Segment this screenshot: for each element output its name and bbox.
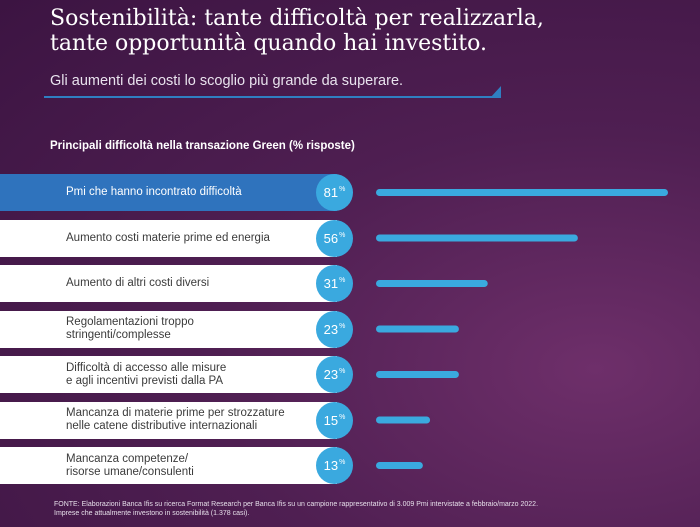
- category-label: Aumento di altri costi diversi: [66, 265, 316, 302]
- category-label: Mancanza competenze/risorse umane/consul…: [66, 447, 316, 484]
- footnote: FONTE: Elaborazioni Banca Ifis su ricerc…: [54, 500, 674, 518]
- category-label-line: nelle catene distributive internazionali: [66, 420, 258, 432]
- category-label: Aumento costi materie prime ed energia: [66, 220, 316, 257]
- subtitle-underline: [44, 96, 492, 98]
- data-label-value: 23: [323, 367, 339, 382]
- category-label-line: stringenti/complesse: [66, 329, 171, 341]
- data-label: 31%: [316, 265, 353, 302]
- category-row-background: [0, 219, 337, 257]
- data-label: 13%: [316, 447, 353, 484]
- category-label-line: Aumento costi materie prime ed energia: [66, 231, 270, 244]
- bar: [376, 189, 668, 196]
- category-label-line: Difficoltà di accesso alle misure: [66, 361, 227, 374]
- category-label-line: Mancanza competenze/: [66, 452, 189, 465]
- category-label-line: e agli incentivi previsti dalla PA: [66, 374, 224, 387]
- category-label: Mancanza di materie prime per strozzatur…: [66, 402, 316, 439]
- footnote-line-1: FONTE: Elaborazioni Banca Ifis su ricerc…: [54, 501, 539, 508]
- category-row-background: [0, 265, 337, 302]
- data-label-value: 56: [323, 230, 339, 246]
- bar: [376, 280, 488, 287]
- bar: [376, 462, 423, 469]
- category-row-background: [0, 447, 337, 484]
- data-label: 81%: [316, 174, 353, 211]
- data-label-unit: %: [339, 186, 346, 193]
- subtitle-triangle-accent: [490, 86, 501, 98]
- data-label-unit: %: [339, 413, 346, 421]
- category-row-background: [0, 174, 337, 211]
- category-label: Difficoltà di accesso alle misure e agli …: [66, 356, 316, 393]
- title-line-2: tante opportunità quando hai investito.: [50, 31, 488, 56]
- data-label-value: 23: [323, 321, 339, 337]
- bar: [376, 325, 459, 333]
- data-label-unit: %: [339, 277, 346, 284]
- category-label-line: Regolamentazioni troppo: [66, 316, 194, 328]
- category-label: Pmi che hanno incontrato difficoltà: [66, 174, 316, 211]
- bar: [376, 416, 431, 424]
- page-title: Sostenibilità: tante difficoltà per real…: [50, 6, 650, 56]
- data-label-value: 81: [323, 185, 339, 200]
- category-row-background: [0, 401, 337, 439]
- chart-heading: Principali difficoltà nella transazione …: [50, 140, 355, 152]
- data-label: 56%: [316, 219, 353, 257]
- category-row-background: [0, 310, 337, 348]
- category-label-line: Pmi che hanno incontrato difficoltà: [66, 186, 242, 198]
- data-label-unit: %: [339, 322, 346, 330]
- category-label-line: Aumento di altri costi diversi: [66, 277, 210, 289]
- bar: [376, 234, 578, 242]
- category-label-line: Mancanza di materie prime per strozzatur…: [66, 407, 285, 419]
- data-label-unit: %: [339, 368, 346, 375]
- data-label-value: 15: [323, 412, 339, 428]
- data-label-unit: %: [339, 231, 346, 239]
- data-label-unit: %: [339, 459, 346, 466]
- data-label: 23%: [316, 356, 353, 393]
- subtitle: Gli aumenti dei costi lo scoglio più gra…: [50, 73, 404, 89]
- data-label: 23%: [316, 310, 353, 348]
- data-label-value: 13: [323, 458, 339, 473]
- category-label: Regolamentazioni troppo stringenti/comple…: [66, 311, 316, 348]
- category-label-line: risorse umane/consulenti: [66, 465, 194, 478]
- title-line-1: Sostenibilità: tante difficoltà per real…: [50, 6, 544, 31]
- bar: [376, 371, 459, 378]
- footnote-line-2: Imprese che attualmente investono in sos…: [54, 510, 250, 517]
- category-row-background: [0, 356, 337, 393]
- data-label: 15%: [316, 401, 353, 439]
- data-label-value: 31: [323, 276, 339, 291]
